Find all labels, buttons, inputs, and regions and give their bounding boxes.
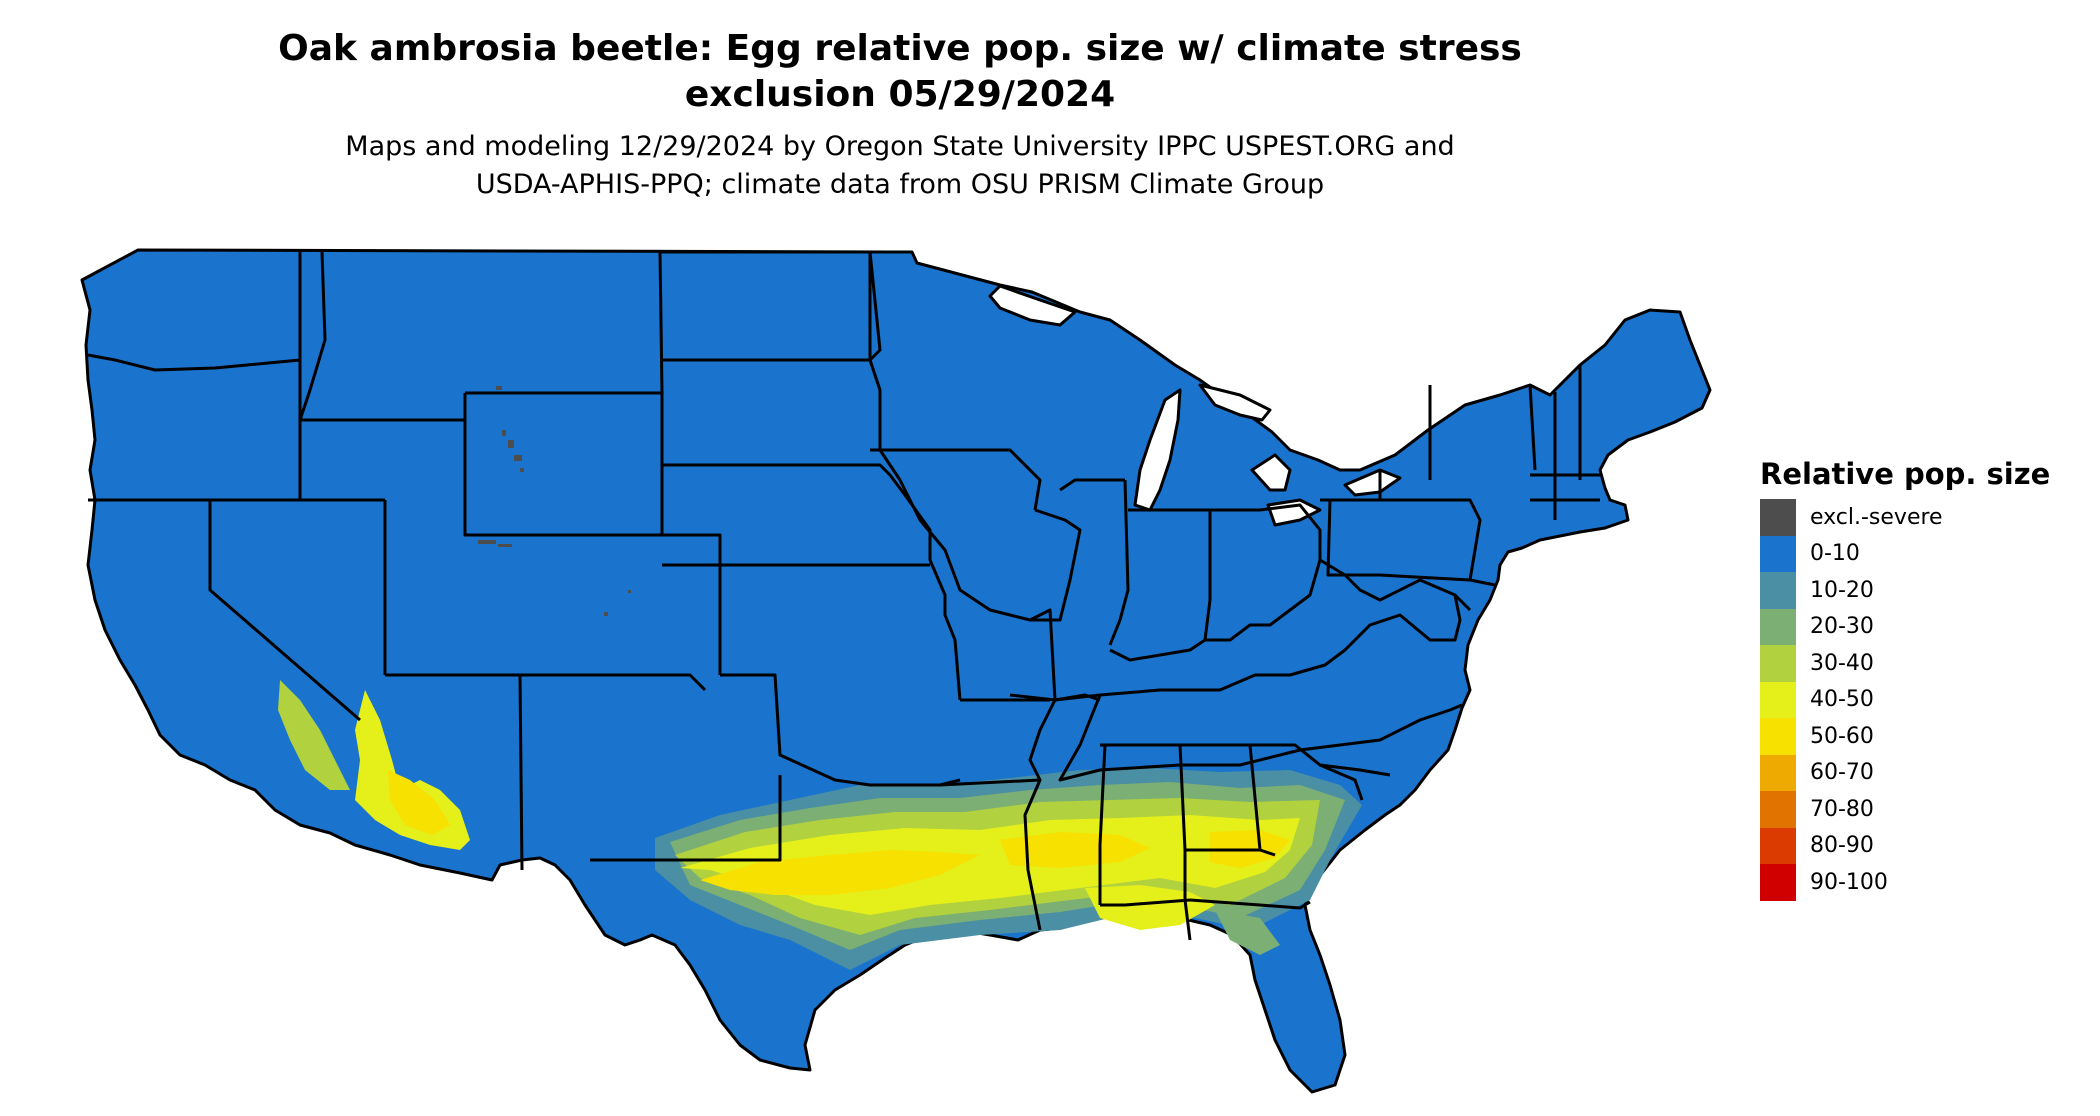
legend-label: 0-10 [1810,541,1860,567]
legend-label: 30-40 [1810,650,1874,676]
us-land-area [80,248,1712,1094]
legend-label: 50-60 [1810,723,1874,749]
legend-item: excl.-severe [1760,499,2080,536]
legend-item: 40-50 [1760,681,2080,718]
legend-swatch [1760,535,1796,572]
legend-swatch [1760,608,1796,645]
exclusion-patches [478,386,631,616]
legend-label: 90-100 [1810,869,1888,895]
legend-item: 10-20 [1760,572,2080,609]
legend-swatch [1760,499,1796,536]
legend-item: 0-10 [1760,535,2080,572]
legend-swatch [1760,645,1796,682]
legend-label: excl.-severe [1810,504,1943,530]
legend-swatch [1760,718,1796,755]
legend-items: excl.-severe 0-10 10-20 20-30 30-40 40-50 50-6… [1760,499,2080,901]
legend: Relative pop. size excl.-severe 0-10 10-20… [1760,455,2080,901]
legend-label: 20-30 [1810,614,1874,640]
map-title-line-1: Oak ambrosia beetle: Egg relative pop. s… [278,28,1522,69]
legend-swatch [1760,754,1796,791]
legend-item: 30-40 [1760,645,2080,682]
legend-item: 70-80 [1760,791,2080,828]
legend-title: Relative pop. size [1760,457,2051,491]
legend-swatch [1760,827,1796,864]
legend-label: 60-70 [1810,760,1874,786]
map-subtitle-line-2: USDA-APHIS-PPQ; climate data from OSU PR… [475,169,1325,200]
suitability-zones [655,768,1362,970]
map-subtitle-line-1: Maps and modeling 12/29/2024 by Oregon S… [345,131,1455,162]
legend-item: 20-30 [1760,608,2080,645]
legend-item: 80-90 [1760,827,2080,864]
legend-swatch [1760,864,1796,901]
legend-label: 40-50 [1810,687,1874,713]
map-title: Oak ambrosia beetle: Egg relative pop. s… [0,26,1800,118]
legend-item: 50-60 [1760,718,2080,755]
map-subtitle: Maps and modeling 12/29/2024 by Oregon S… [0,128,1800,204]
state-borders [87,250,1600,941]
legend-swatch [1760,791,1796,828]
map-title-line-2: exclusion 05/29/2024 [684,74,1116,115]
legend-item: 60-70 [1760,754,2080,791]
legend-swatch [1760,681,1796,718]
us-map [80,248,1712,1094]
legend-label: 70-80 [1810,796,1874,822]
legend-swatch [1760,572,1796,609]
legend-item: 90-100 [1760,864,2080,901]
legend-label: 80-90 [1810,833,1874,859]
southwest-zones [278,680,470,850]
legend-label: 10-20 [1810,577,1874,603]
